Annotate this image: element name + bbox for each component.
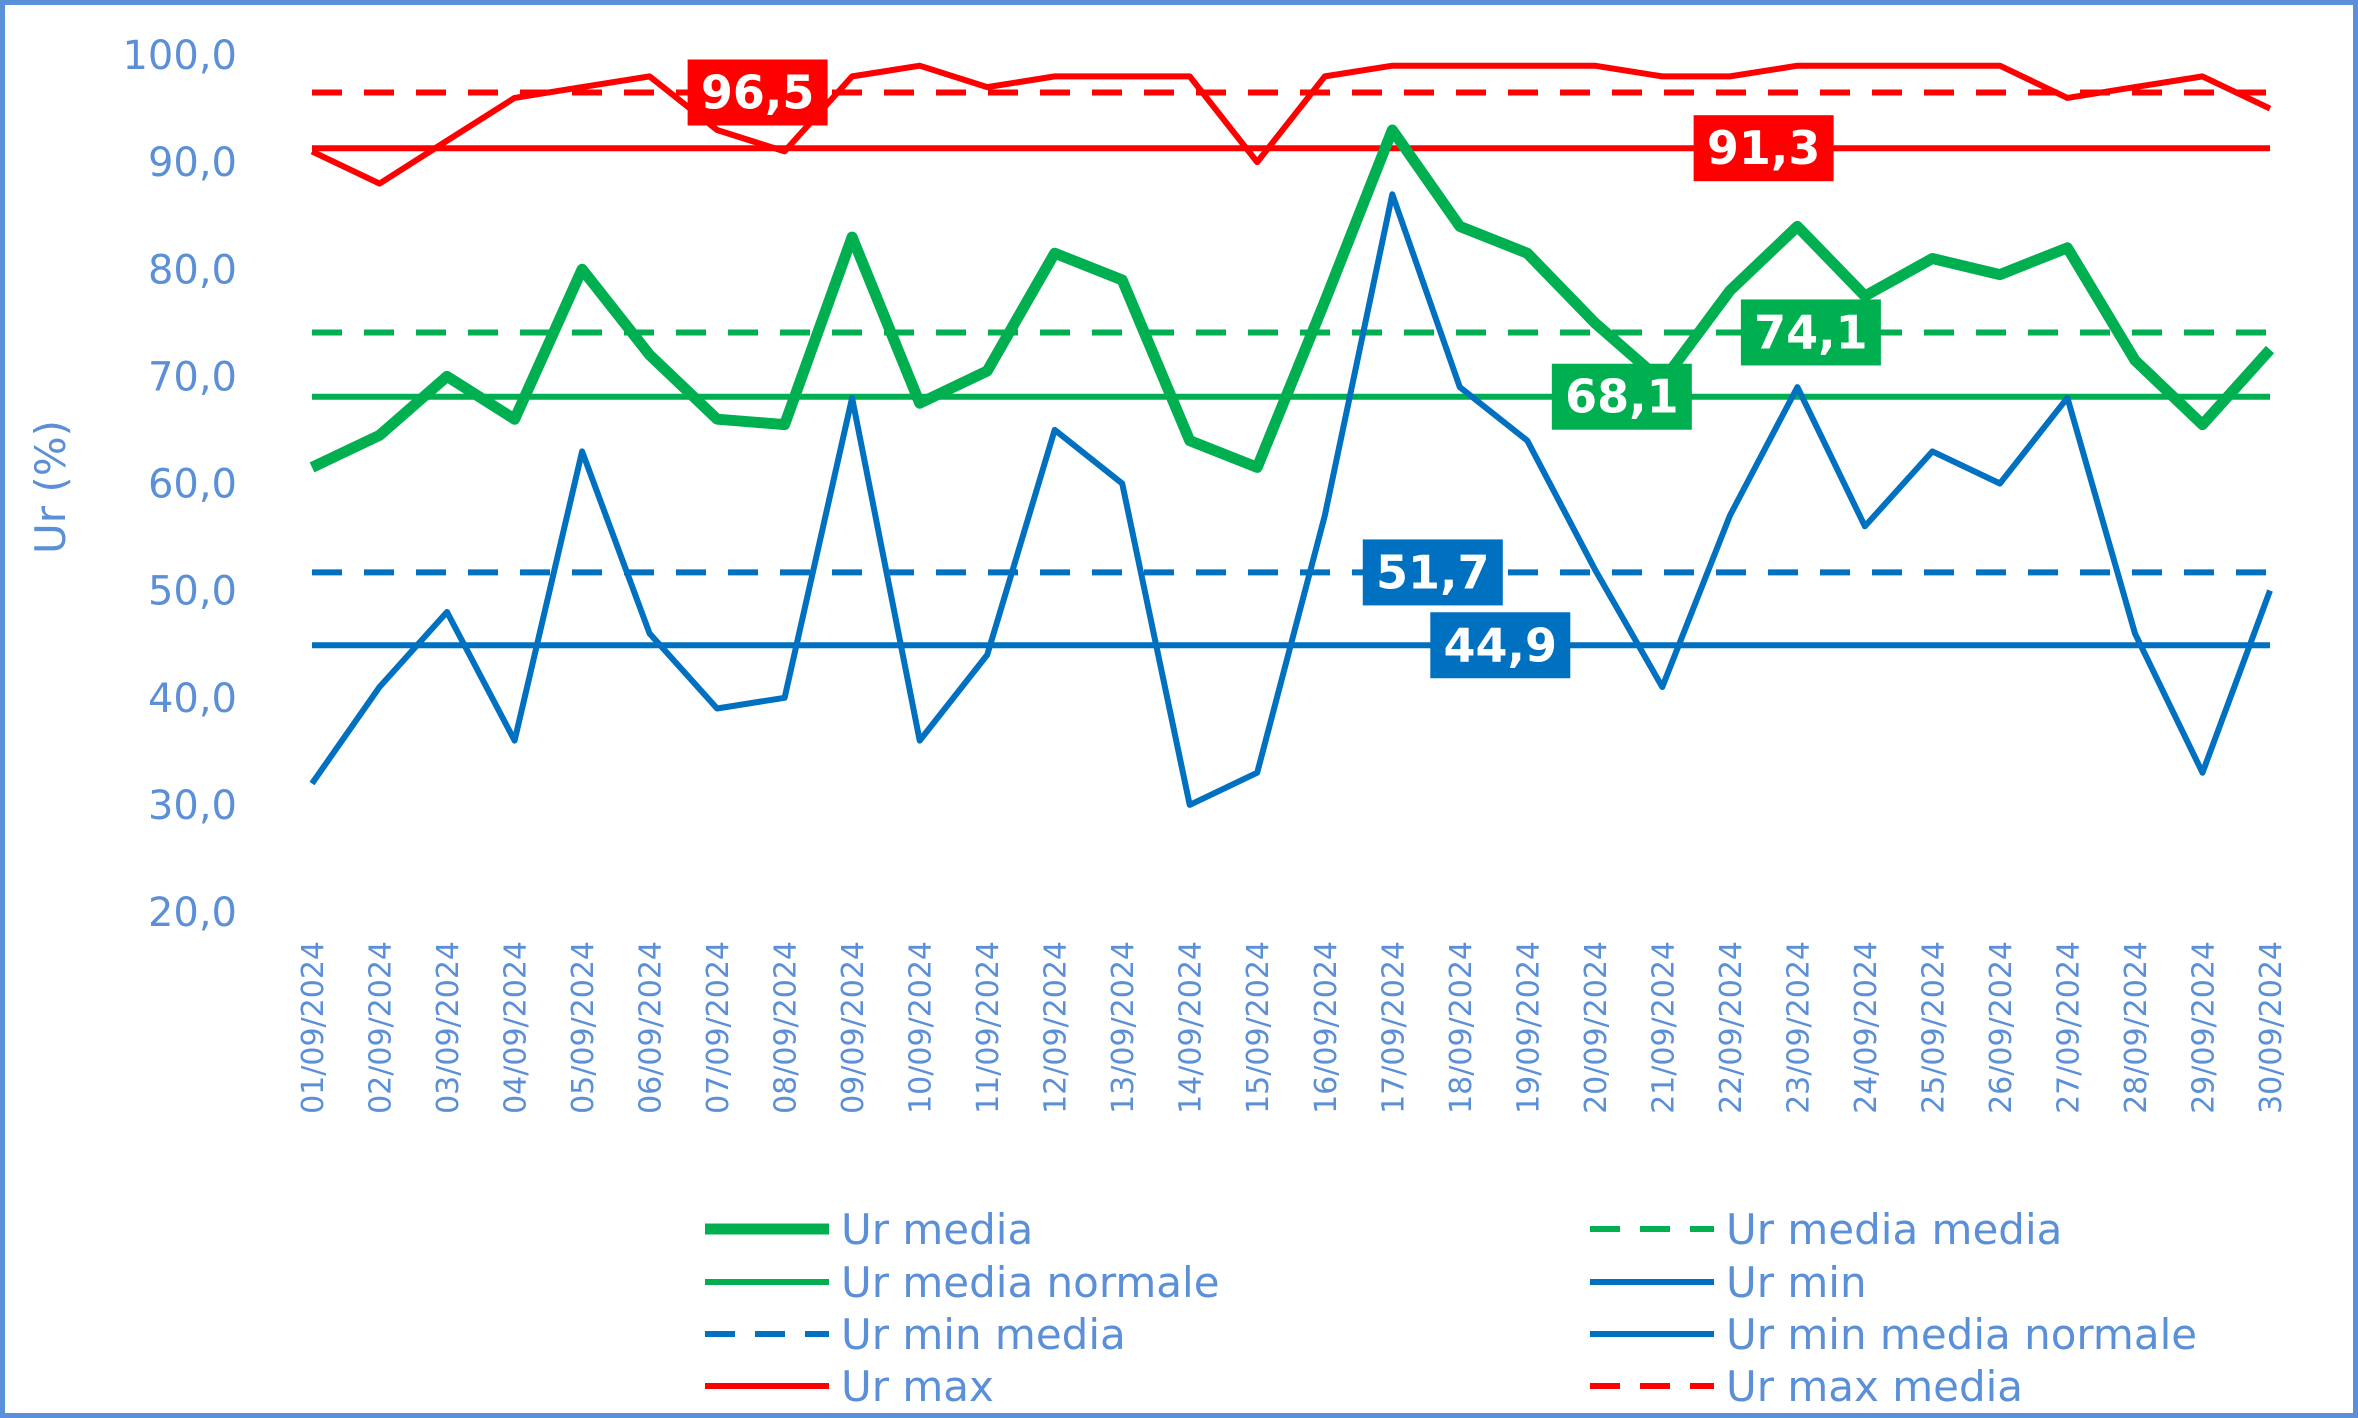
y-tick-label: 40,0 [148, 676, 237, 722]
value-badge-label: 91,3 [1707, 121, 1821, 175]
series-line-ur-min [309, 191, 2273, 808]
legend-label: Ur min [1726, 1258, 1867, 1307]
value-badge-label: 96,5 [701, 65, 815, 119]
y-tick-label: 20,0 [148, 890, 237, 936]
series-line-ur-max [310, 62, 2272, 187]
legend-label: Ur max media [1726, 1362, 2023, 1411]
y-tick-label: 50,0 [148, 569, 237, 615]
value-badges: 96,5 91,3 74,1 68,1 51,7 44,9 [687, 59, 1881, 679]
x-tick-label: 02/09/2024 [364, 941, 399, 1114]
legend-label: Ur min media normale [1726, 1310, 2197, 1359]
x-tick-label: 04/09/2024 [499, 941, 534, 1114]
x-tick-label: 16/09/2024 [1309, 941, 1344, 1114]
legend-label: Ur media media [1726, 1205, 2062, 1254]
y-axis-title: Ur (%) [26, 420, 75, 554]
x-tick-label: 22/09/2024 [1714, 941, 1749, 1114]
y-axis-title-group: Ur (%) [26, 420, 75, 554]
value-badge [1430, 612, 1571, 679]
y-tick-label: 70,0 [148, 354, 237, 400]
x-tick-label: 29/09/2024 [2186, 941, 2221, 1114]
humidity-line-chart: Ur (%) 20,0 30,0 40,0 50,0 60,0 70,0 80,0 90,0 1… [26, 33, 2289, 1411]
value-badge-label: 68,1 [1565, 370, 1679, 424]
x-tick-label: 26/09/2024 [1984, 941, 2019, 1114]
x-tick-label: 03/09/2024 [431, 941, 466, 1114]
value-badge [1551, 363, 1692, 430]
legend-label: Ur media [841, 1205, 1033, 1254]
value-badge-label: 44,9 [1444, 618, 1558, 672]
x-tick-label: 06/09/2024 [634, 941, 669, 1114]
x-tick-label: 23/09/2024 [1781, 941, 1816, 1114]
x-tick-label: 20/09/2024 [1579, 941, 1614, 1114]
x-tick-label: 19/09/2024 [1511, 941, 1546, 1114]
y-tick-label: 80,0 [148, 247, 237, 293]
y-tick-label: 60,0 [148, 462, 237, 508]
x-tick-label: 25/09/2024 [1916, 941, 1951, 1114]
x-tick-label: 30/09/2024 [2254, 941, 2289, 1114]
series-layer [309, 62, 2275, 808]
value-badge [1740, 299, 1881, 366]
x-tick-label: 09/09/2024 [836, 941, 871, 1114]
value-badge [1362, 539, 1503, 606]
y-tick-label: 90,0 [148, 140, 237, 186]
legend-label: Ur media normale [841, 1258, 1220, 1307]
x-tick-label: 10/09/2024 [904, 941, 939, 1114]
value-badge [1693, 115, 1834, 182]
x-tick-label: 01/09/2024 [296, 941, 331, 1114]
x-tick-label: 11/09/2024 [971, 941, 1006, 1114]
x-tick-label: 17/09/2024 [1376, 941, 1411, 1114]
x-tick-label: 05/09/2024 [566, 941, 601, 1114]
x-tick-label: 07/09/2024 [701, 941, 736, 1114]
x-tick-label: 18/09/2024 [1444, 941, 1479, 1114]
x-tick-label: 08/09/2024 [769, 941, 804, 1114]
series-line-ur-media [309, 124, 2275, 473]
value-badge [687, 59, 828, 126]
x-tick-label: 28/09/2024 [2119, 941, 2154, 1114]
x-axis-ticks: 01/09/2024 02/09/2024 03/09/2024 04/09/2024… [296, 941, 2289, 1114]
value-badge-label: 74,1 [1754, 305, 1868, 359]
x-tick-label: 15/09/2024 [1241, 941, 1276, 1114]
x-tick-label: 24/09/2024 [1849, 941, 1884, 1114]
value-badge-label: 51,7 [1376, 545, 1490, 599]
x-tick-label: 21/09/2024 [1646, 941, 1681, 1114]
y-tick-label: 100,0 [122, 33, 237, 79]
y-axis-ticks: 20,0 30,0 40,0 50,0 60,0 70,0 80,0 90,0 100,0 [122, 33, 237, 936]
x-tick-label: 12/09/2024 [1039, 941, 1074, 1114]
x-tick-label: 14/09/2024 [1174, 941, 1209, 1114]
y-tick-label: 30,0 [148, 783, 237, 829]
legend-label: Ur max [841, 1362, 994, 1411]
x-tick-label: 27/09/2024 [2051, 941, 2086, 1114]
x-tick-label: 13/09/2024 [1106, 941, 1141, 1114]
legend-label: Ur min media [841, 1310, 1126, 1359]
